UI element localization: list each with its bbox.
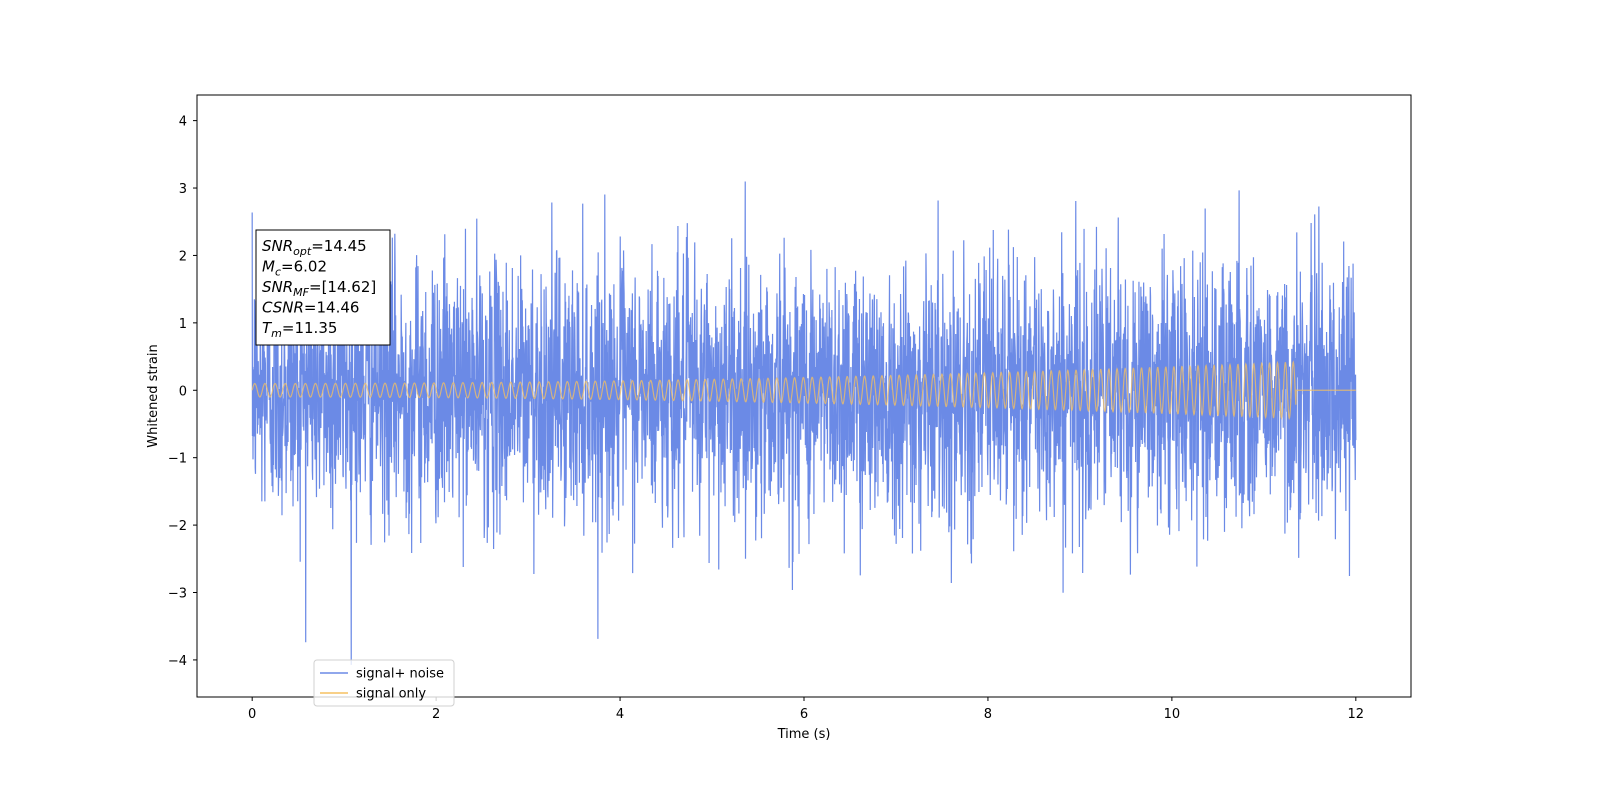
x-tick-label: 12 — [1348, 707, 1365, 722]
series-signal-plus-noise-line — [251, 181, 1357, 665]
annotation-box: SNRopt=14.45Mc=6.02SNRMF=[14.62]CSNR=14.… — [255, 229, 391, 346]
x-axis-ticks: 0 2 4 6 8 10 12 — [248, 697, 1364, 722]
x-tick-label: 8 — [984, 707, 992, 722]
y-axis-ticks: −4 −3 −2 −1 0 1 2 3 4 — [168, 115, 197, 669]
y-tick-label: 0 — [179, 384, 187, 399]
y-axis-label: Whitened strain — [146, 344, 161, 447]
x-tick-label: 2 — [432, 707, 440, 722]
y-tick-label: −4 — [168, 654, 187, 669]
legend-frame — [313, 659, 455, 707]
y-tick-label: 4 — [179, 115, 187, 130]
y-tick-label: 2 — [179, 249, 187, 264]
y-tick-label: −1 — [168, 452, 187, 467]
x-tick-label: 0 — [248, 707, 256, 722]
annotation-line: Mc=6.02 — [262, 258, 327, 279]
annotation-line: SNRopt=14.45 — [262, 237, 367, 258]
y-tick-label: −2 — [168, 519, 187, 534]
legend-label: signal only — [356, 687, 426, 702]
annotation-line: CSNR=14.46 — [262, 299, 359, 317]
x-tick-label: 10 — [1164, 707, 1181, 722]
x-tick-label: 4 — [616, 707, 624, 722]
y-tick-label: −3 — [168, 587, 187, 602]
series-layer — [251, 181, 1357, 665]
x-axis-label: Time (s) — [777, 727, 831, 742]
y-tick-label: 3 — [179, 182, 187, 197]
annotation-box-frame — [255, 229, 391, 346]
annotation-line: Tm=11.35 — [262, 319, 337, 340]
legend: signal+ noise signal only — [313, 659, 455, 707]
annotation-line: SNRMF=[14.62] — [262, 278, 376, 299]
x-tick-label: 6 — [800, 707, 808, 722]
series-signal-only-line — [251, 360, 1356, 421]
y-tick-label: 1 — [179, 317, 187, 332]
legend-label: signal+ noise — [356, 667, 444, 682]
